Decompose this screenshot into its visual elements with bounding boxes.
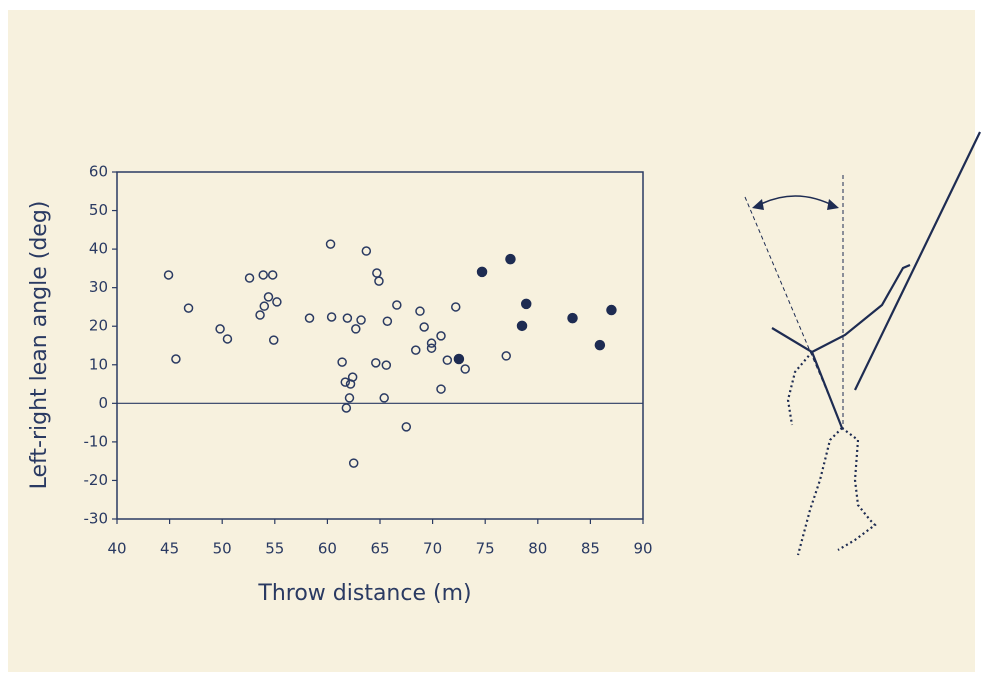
point — [263, 292, 274, 302]
point — [419, 322, 429, 332]
panel — [8, 10, 975, 672]
arm — [811, 263, 911, 353]
y-tick-label: -30 — [84, 510, 109, 528]
point — [379, 393, 389, 403]
x-tick-label: 55 — [265, 540, 284, 558]
point — [183, 303, 194, 313]
point — [258, 270, 268, 280]
point — [244, 273, 255, 283]
point — [516, 320, 528, 332]
point — [371, 358, 381, 368]
point — [342, 313, 353, 323]
point — [361, 246, 372, 256]
point — [426, 343, 437, 353]
point — [340, 377, 351, 387]
y-tick-label: 30 — [89, 278, 108, 296]
point — [382, 316, 393, 326]
arrow-head — [752, 199, 764, 210]
point — [567, 312, 578, 324]
y-axis-title: Left-right lean angle (deg) — [27, 201, 52, 490]
y-tick-label: 10 — [89, 355, 108, 373]
y-tick-label: 40 — [89, 240, 108, 258]
javelin — [854, 131, 981, 391]
point — [374, 276, 384, 286]
x-tick-label: 45 — [160, 540, 179, 558]
point — [453, 353, 465, 365]
y-tick-label: -10 — [84, 432, 109, 450]
x-tick-label: 80 — [528, 540, 547, 558]
y-tick-label: -20 — [84, 471, 109, 489]
x-tick-label: 70 — [423, 540, 442, 558]
point — [401, 422, 412, 432]
point — [442, 355, 453, 365]
point — [326, 312, 337, 322]
point — [426, 338, 437, 348]
y-tick-label: 0 — [98, 394, 108, 412]
point — [255, 310, 265, 320]
y-tick-label: 50 — [89, 201, 108, 219]
y-tick-label: 20 — [89, 317, 108, 335]
arrow-head — [827, 199, 839, 210]
point — [304, 313, 315, 323]
angle-arc — [754, 195, 837, 208]
point — [501, 351, 511, 361]
point — [259, 301, 270, 311]
x-tick-label: 75 — [476, 540, 495, 558]
point — [215, 324, 225, 334]
point — [268, 335, 279, 345]
point — [436, 331, 446, 341]
point — [163, 270, 174, 280]
leg — [796, 427, 843, 556]
x-tick-label: 50 — [213, 540, 232, 558]
x-axis-title: Throw distance (m) — [257, 581, 471, 606]
point — [436, 384, 446, 394]
x-tick-label: 40 — [107, 540, 126, 558]
point — [344, 393, 355, 403]
x-tick-label: 60 — [318, 540, 337, 558]
point — [606, 304, 617, 316]
point — [171, 354, 181, 364]
point — [460, 364, 470, 374]
point — [345, 379, 356, 389]
point — [337, 357, 347, 367]
leg-front — [837, 427, 877, 551]
point — [520, 298, 532, 310]
leg-rear — [786, 351, 813, 426]
point — [351, 324, 361, 334]
point — [325, 239, 336, 249]
thrower-diagram — [744, 131, 981, 556]
point — [450, 302, 461, 312]
point — [594, 339, 606, 351]
point — [392, 300, 402, 310]
point — [476, 266, 488, 278]
point — [505, 253, 516, 265]
point — [415, 306, 425, 316]
x-tick-label: 90 — [633, 540, 652, 558]
point — [267, 270, 278, 280]
x-tick-label: 85 — [581, 540, 600, 558]
point — [356, 315, 366, 325]
point — [381, 360, 392, 370]
point — [411, 345, 421, 355]
x-tick-label: 65 — [370, 540, 389, 558]
point — [341, 403, 352, 413]
point — [348, 458, 359, 468]
point — [272, 297, 282, 307]
point — [222, 334, 233, 344]
y-tick-label: 60 — [89, 163, 108, 181]
